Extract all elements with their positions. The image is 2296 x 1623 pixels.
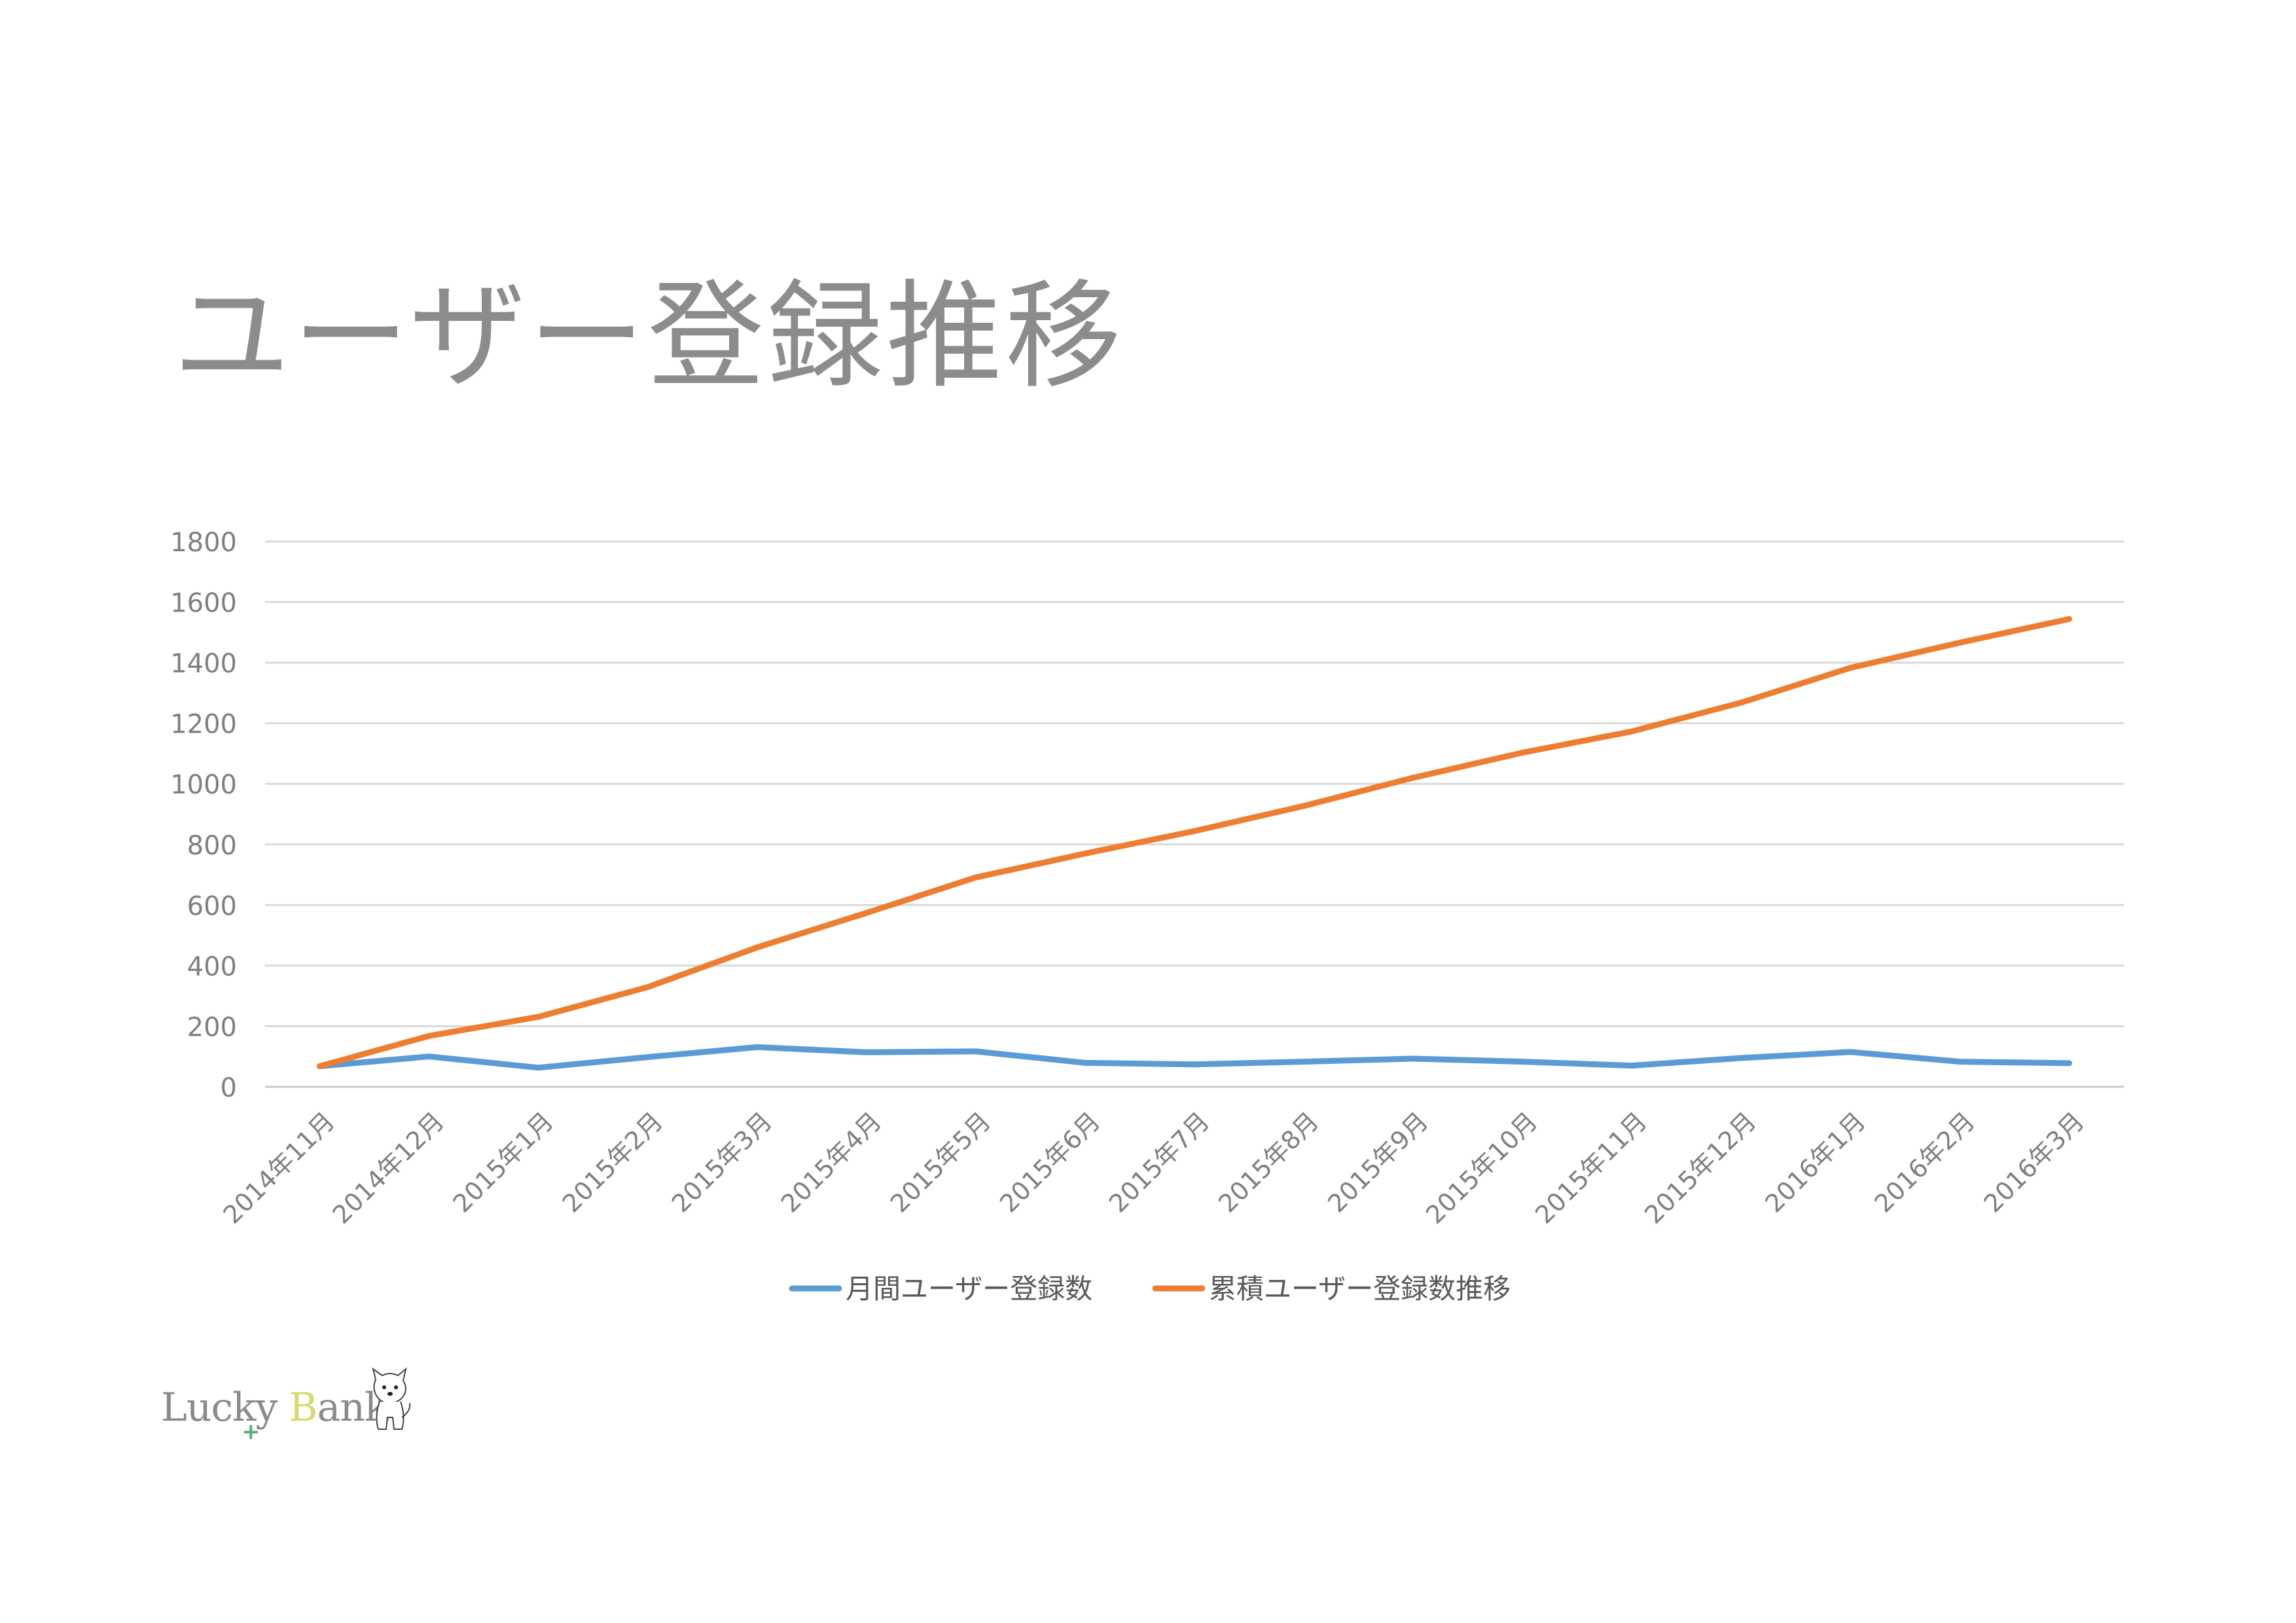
x-axis-ticks: 2014年11月2014年12月2015年1月2015年2月2015年3月201… bbox=[217, 1106, 2089, 1229]
y-tick-label: 400 bbox=[187, 952, 237, 982]
x-tick-label: 2015年9月 bbox=[1322, 1106, 1433, 1218]
x-tick-label: 2015年5月 bbox=[885, 1106, 996, 1218]
x-tick-label: 2016年3月 bbox=[1978, 1106, 2089, 1218]
logo-wordmark: Lucky Bank bbox=[161, 1385, 388, 1431]
legend-label: 累積ユーザー登録数推移 bbox=[1209, 1273, 1511, 1305]
x-tick-label: 2015年10月 bbox=[1420, 1106, 1543, 1229]
page-title: ユーザー登録推移 bbox=[173, 268, 1124, 404]
x-tick-label: 2015年12月 bbox=[1639, 1106, 1761, 1229]
x-tick-label: 2015年3月 bbox=[666, 1106, 778, 1218]
series-lines bbox=[317, 616, 2072, 1071]
y-axis-ticks: 0 200 400 600 800 1000 1200 1400 1600 1800 bbox=[170, 528, 237, 1103]
y-tick-label: 1200 bbox=[170, 710, 237, 740]
y-tick-label: 200 bbox=[187, 1012, 237, 1042]
legend: 月間ユーザー登録数 累積ユーザー登録数推移 bbox=[789, 1273, 1511, 1305]
series-line-2 bbox=[317, 616, 2072, 1069]
logo-text-lucky: Lucky bbox=[161, 1385, 278, 1431]
gridlines bbox=[265, 540, 2124, 1088]
y-tick-label: 1800 bbox=[170, 528, 237, 558]
x-tick-label: 2015年2月 bbox=[557, 1106, 668, 1218]
legend-label: 月間ユーザー登録数 bbox=[846, 1273, 1092, 1305]
logo-plus-icon: + bbox=[242, 1419, 260, 1445]
x-tick-label: 2015年4月 bbox=[776, 1106, 887, 1218]
y-tick-label: 1600 bbox=[170, 589, 237, 619]
y-tick-label: 800 bbox=[187, 831, 237, 861]
y-tick-label: 1000 bbox=[170, 770, 237, 800]
x-tick-label: 2016年1月 bbox=[1759, 1106, 1871, 1218]
y-tick-label: 600 bbox=[187, 891, 237, 921]
x-tick-label: 2015年11月 bbox=[1530, 1106, 1652, 1229]
x-tick-label: 2014年11月 bbox=[217, 1106, 340, 1229]
y-tick-label: 1400 bbox=[170, 649, 237, 679]
dog-mascot-icon bbox=[372, 1367, 411, 1430]
x-tick-label: 2015年6月 bbox=[994, 1106, 1105, 1218]
series-line-1 bbox=[317, 1044, 2072, 1071]
logo-text-b: B bbox=[289, 1385, 317, 1431]
x-tick-label: 2015年8月 bbox=[1213, 1106, 1324, 1218]
x-tick-label: 2015年7月 bbox=[1103, 1106, 1215, 1218]
x-tick-label: 2015年1月 bbox=[448, 1106, 559, 1218]
y-tick-label: 0 bbox=[221, 1073, 237, 1103]
x-tick-label: 2014年12月 bbox=[327, 1106, 450, 1229]
x-tick-label: 2016年2月 bbox=[1869, 1106, 1980, 1218]
